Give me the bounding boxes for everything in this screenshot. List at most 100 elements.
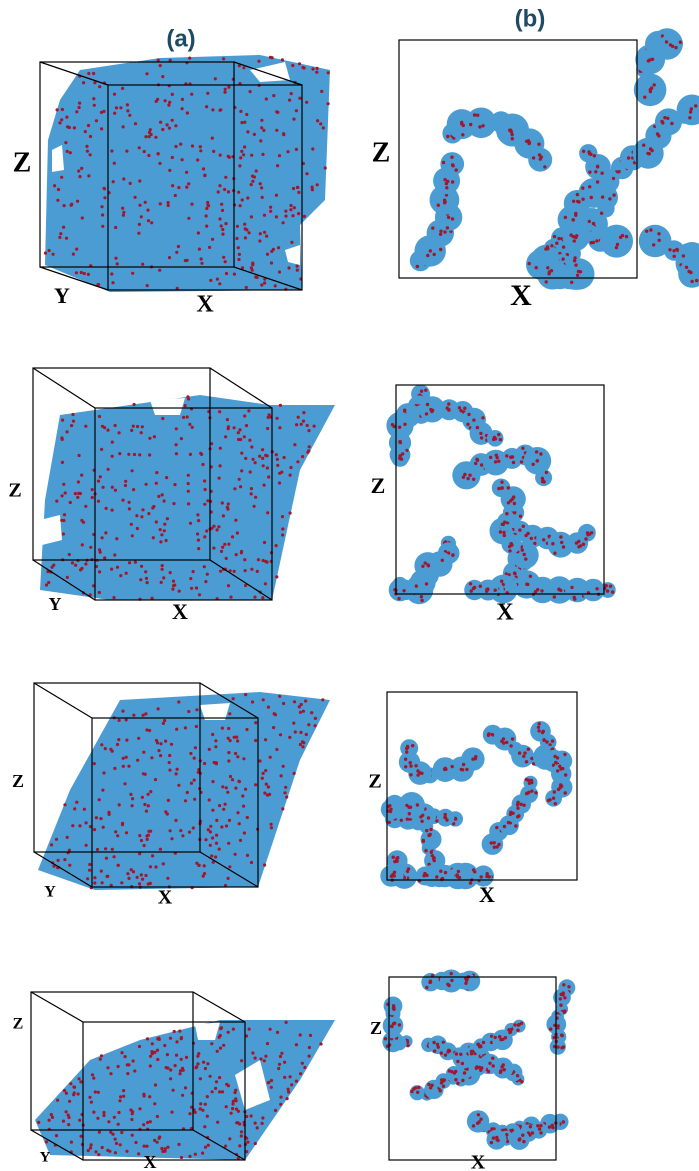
- red-particle: [174, 818, 178, 823]
- red-particle: [97, 1153, 101, 1157]
- red-particle: [68, 500, 72, 505]
- red-particle: [306, 450, 310, 454]
- red-particle: [299, 1072, 303, 1076]
- red-particle: [130, 804, 134, 808]
- red-particle: [252, 175, 256, 179]
- red-particle: [517, 1138, 521, 1142]
- red-particle: [283, 791, 287, 795]
- red-particle: [217, 847, 221, 851]
- red-particle: [140, 795, 144, 799]
- red-particle: [72, 126, 76, 130]
- red-particle: [563, 1009, 567, 1013]
- red-particle: [214, 745, 218, 749]
- red-particle: [234, 553, 238, 557]
- red-particle: [441, 1040, 446, 1045]
- red-particle: [76, 199, 80, 203]
- red-particle: [397, 1023, 402, 1027]
- red-particle: [694, 104, 698, 108]
- red-particle: [556, 1024, 560, 1028]
- red-particle: [190, 586, 194, 590]
- axis-label: Z: [368, 771, 381, 793]
- red-particle: [114, 256, 118, 260]
- red-particle: [539, 452, 543, 456]
- red-particle: [156, 58, 160, 62]
- red-particle: [218, 446, 222, 450]
- red-particle: [610, 590, 615, 594]
- red-particle: [445, 226, 450, 230]
- red-particle: [139, 215, 143, 219]
- red-particle: [179, 829, 183, 833]
- red-particle: [230, 535, 235, 539]
- red-particle: [493, 437, 498, 441]
- red-particle: [511, 811, 515, 815]
- red-particle: [137, 231, 141, 235]
- red-particle: [476, 113, 480, 117]
- red-particle: [530, 756, 534, 761]
- red-particle: [206, 91, 210, 95]
- red-particle: [509, 542, 513, 546]
- red-particle: [168, 768, 172, 772]
- red-particle: [96, 1090, 100, 1094]
- red-particle: [650, 148, 654, 153]
- red-particle: [275, 747, 279, 752]
- red-particle: [100, 743, 104, 747]
- red-particle: [234, 1097, 238, 1101]
- red-particle: [237, 190, 241, 194]
- red-particle: [82, 81, 86, 85]
- red-particle: [526, 139, 531, 143]
- red-particle: [166, 203, 170, 208]
- red-particle: [295, 185, 299, 190]
- red-particle: [231, 697, 235, 701]
- red-particle: [258, 759, 262, 763]
- red-particle: [537, 1127, 542, 1131]
- red-particle: [141, 877, 145, 881]
- red-particle: [153, 1083, 158, 1087]
- red-particle: [439, 1081, 444, 1085]
- red-particle: [521, 446, 525, 450]
- red-particle: [84, 424, 88, 428]
- red-particle: [298, 96, 302, 100]
- red-particle: [287, 266, 291, 270]
- red-particle: [236, 755, 240, 759]
- red-particle: [486, 1069, 491, 1074]
- red-particle: [626, 156, 631, 160]
- red-particle: [243, 227, 247, 231]
- particle-slab: [38, 692, 330, 890]
- red-particle: [311, 67, 315, 71]
- red-particle: [310, 188, 314, 192]
- red-particle: [206, 828, 210, 832]
- red-particle: [90, 488, 94, 492]
- red-particle: [134, 1140, 138, 1145]
- red-particle: [403, 757, 408, 761]
- red-particle: [546, 798, 551, 803]
- red-particle: [392, 874, 396, 878]
- red-particle: [269, 205, 273, 209]
- red-particle: [177, 589, 181, 593]
- red-particle: [245, 727, 249, 732]
- red-particle: [283, 1060, 287, 1064]
- red-particle: [557, 236, 561, 241]
- red-particle: [440, 1078, 444, 1082]
- red-particle: [185, 111, 189, 115]
- red-particle: [237, 477, 241, 481]
- red-particle: [231, 1027, 235, 1031]
- red-particle: [432, 858, 436, 863]
- red-particle: [505, 521, 510, 525]
- red-particle: [288, 735, 292, 740]
- red-particle: [230, 778, 235, 782]
- red-particle: [99, 1054, 104, 1058]
- red-particle: [202, 1060, 206, 1064]
- red-particle: [210, 136, 214, 140]
- red-particle: [430, 1083, 434, 1088]
- red-particle: [150, 1052, 154, 1056]
- red-particle: [269, 1085, 273, 1089]
- red-particle: [148, 453, 152, 457]
- red-particle: [289, 465, 293, 470]
- cube-edge: [233, 266, 303, 291]
- red-particle: [112, 596, 116, 600]
- red-particle: [297, 705, 301, 709]
- red-particle: [313, 724, 317, 728]
- red-particle: [51, 252, 55, 256]
- red-particle: [451, 553, 455, 557]
- red-particle: [461, 133, 465, 137]
